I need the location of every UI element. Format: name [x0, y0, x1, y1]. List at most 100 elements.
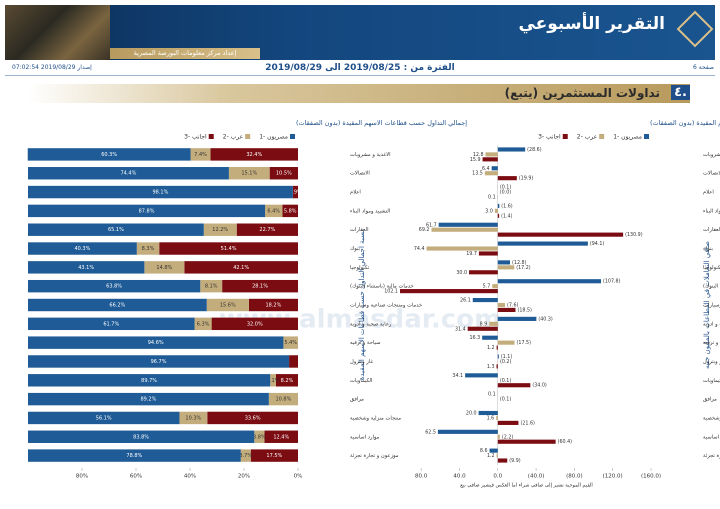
x-tick-label: 80.0	[415, 474, 428, 480]
bar	[465, 373, 498, 378]
value-label: 6.4%	[267, 208, 280, 214]
value-label: 33.6%	[245, 415, 261, 421]
bar	[497, 260, 511, 265]
x-tick-label: 0%	[294, 474, 303, 480]
bar-segment	[211, 317, 298, 331]
value-label: (0.1)	[500, 185, 512, 191]
value-label: 10.8%	[275, 397, 291, 403]
category-label: الكيماويات	[703, 378, 720, 384]
legend-label: مصريون -1	[613, 134, 642, 141]
bar	[492, 284, 498, 289]
value-label: 3.0	[485, 208, 493, 214]
bar-segment	[28, 392, 269, 406]
bar-segment	[275, 374, 298, 387]
bar-segment	[28, 242, 137, 255]
value-label: 63.8%	[106, 284, 122, 290]
value-label: (9.9)	[509, 458, 521, 464]
legend-label: عرب -2	[223, 134, 243, 141]
x-tick-label: (120.0)	[603, 474, 623, 480]
value-label: 12.8	[473, 152, 484, 158]
section-number: ٤.	[671, 85, 690, 100]
value-label: 66.2%	[109, 303, 125, 309]
value-label: (107.8)	[603, 279, 621, 285]
bar-segment	[270, 374, 276, 387]
category-label: خدمات ومنتجات صناعية وسيارات	[350, 303, 422, 309]
value-label: 94.6%	[148, 340, 164, 346]
x-tick-label: (40.0)	[528, 474, 545, 480]
bar-segment	[248, 298, 298, 312]
legend-label: مصريون -1	[259, 134, 288, 141]
bar	[491, 166, 498, 171]
category-label: العقارات	[703, 227, 720, 233]
category-label: منتجات منزلية وشخصية	[350, 415, 401, 421]
bar-segment	[210, 148, 298, 161]
bar	[431, 227, 498, 232]
value-label: 28.1%	[252, 284, 268, 290]
value-label: 102.1	[384, 289, 398, 295]
value-label: 43.1%	[78, 265, 94, 271]
category-label: الاغذية و مشروبات	[703, 152, 720, 158]
value-label: (2.2)	[502, 434, 514, 440]
value-label: (12.8)	[512, 260, 527, 266]
header-strip	[110, 48, 260, 59]
x-tick-label: (80.0)	[566, 474, 583, 480]
bar	[496, 453, 498, 458]
value-label: 30.0	[456, 270, 467, 276]
value-label: 15.6%	[220, 303, 236, 309]
header-subtitle: إعداد مركز معلومات البورصة المصرية	[133, 49, 237, 57]
bar-segment	[268, 392, 298, 406]
bar	[467, 326, 498, 331]
bar-segment	[159, 242, 298, 255]
value-label: 14.8%	[156, 265, 172, 271]
category-label: سياحة و ترفيه	[350, 340, 380, 346]
legend-swatch	[245, 134, 251, 139]
bar	[497, 439, 556, 444]
category-label: غاز وبترول	[350, 359, 373, 365]
bar-segment	[194, 317, 212, 331]
bar	[497, 434, 500, 439]
category-label: الاتصالات	[703, 171, 720, 177]
bar-segment	[27, 148, 191, 161]
bar-segment	[28, 355, 290, 368]
value-label: (17.2)	[516, 265, 531, 271]
x-tick-label: 40%	[184, 474, 196, 480]
legend-swatch	[644, 134, 649, 139]
value-label: 7.4%	[194, 152, 207, 158]
value-label: 0.1	[488, 392, 496, 398]
value-label: 12.4%	[273, 434, 289, 440]
value-label: (34.0)	[532, 383, 547, 389]
value-label: 89.7%	[141, 378, 157, 384]
bar	[489, 321, 498, 326]
value-label: (0.0)	[500, 190, 512, 196]
category-label: التشييد ومواد البناء	[703, 208, 720, 214]
value-label: 56.1%	[96, 415, 112, 421]
bar	[497, 340, 515, 345]
value-label: 32.0%	[247, 321, 263, 327]
value-label: 20.0	[466, 411, 477, 417]
category-label: خدمات مالية (باستثناء البنوك)	[350, 284, 414, 290]
bar-segment	[228, 167, 270, 180]
value-label: (40.3)	[538, 316, 553, 322]
category-label: غاز وبترول	[703, 359, 720, 365]
category-label: منتجات منزلية وشخصية	[703, 415, 720, 421]
bar	[469, 270, 498, 275]
value-label: 87.8%	[139, 208, 155, 214]
value-label: (94.1)	[590, 241, 605, 247]
bar	[484, 171, 498, 176]
category-label: بنوك	[703, 246, 713, 252]
bar	[497, 213, 500, 218]
x-tick-label: 20%	[238, 474, 250, 480]
value-label: 62.5	[425, 429, 436, 435]
bar	[485, 152, 498, 157]
value-label: 65.1%	[108, 227, 124, 233]
value-label: 13.5	[472, 171, 483, 177]
category-label: اعلام	[703, 190, 714, 196]
bar-segment	[240, 449, 251, 462]
bar	[472, 297, 498, 303]
value-label: 26.1	[460, 298, 471, 304]
bar	[497, 458, 508, 463]
bar	[497, 316, 537, 321]
value-label: (21.6)	[520, 420, 535, 426]
y-axis-title: نسبة اجمالي التداول حسب قطاعات الاسهم ال…	[358, 230, 366, 381]
value-label: 8.3%	[142, 246, 155, 252]
